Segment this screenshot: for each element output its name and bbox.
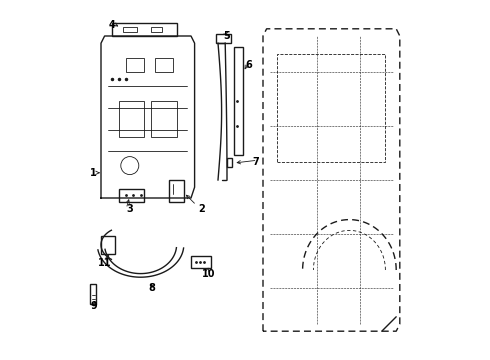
Bar <box>112 23 176 36</box>
Text: 6: 6 <box>245 60 252 70</box>
Text: 10: 10 <box>202 269 216 279</box>
Bar <box>90 284 96 304</box>
Text: 1: 1 <box>91 168 97 178</box>
Text: 3: 3 <box>126 204 133 214</box>
Text: 7: 7 <box>252 157 259 167</box>
Bar <box>191 256 211 268</box>
Text: 2: 2 <box>198 204 205 214</box>
Bar <box>216 34 231 43</box>
Bar <box>227 158 232 167</box>
Text: 8: 8 <box>148 283 155 293</box>
Text: 11: 11 <box>98 258 111 268</box>
Bar <box>119 101 144 137</box>
Bar <box>155 58 173 72</box>
Bar <box>126 58 144 72</box>
Bar <box>234 47 243 155</box>
Bar <box>122 27 137 32</box>
Text: 9: 9 <box>91 301 97 311</box>
Bar <box>119 189 144 202</box>
Bar <box>277 54 386 162</box>
Text: 5: 5 <box>223 31 230 41</box>
Bar <box>151 27 162 32</box>
Bar <box>101 236 116 254</box>
Bar <box>151 101 176 137</box>
Bar <box>170 180 184 202</box>
Text: 4: 4 <box>108 20 115 30</box>
